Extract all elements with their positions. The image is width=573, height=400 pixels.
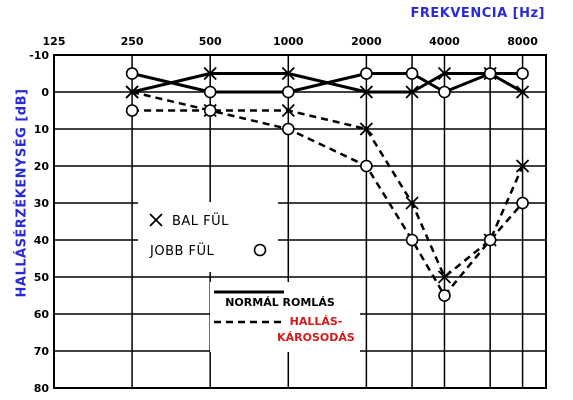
series-line xyxy=(131,72,523,94)
y-tick-label: 80 xyxy=(34,382,50,395)
x-tick-label: 1000 xyxy=(273,35,304,48)
legend-o-marker xyxy=(253,243,267,257)
o-marker xyxy=(516,67,529,80)
y-tick-label: 60 xyxy=(34,308,50,321)
x-marker xyxy=(515,85,530,99)
x-marker xyxy=(437,270,452,284)
x-marker xyxy=(515,159,530,173)
y-tick-label: 30 xyxy=(34,197,50,210)
o-marker xyxy=(405,233,419,247)
o-marker xyxy=(203,104,217,117)
legend-line-label: HALLÁS- xyxy=(290,315,343,328)
y-tick-label: 20 xyxy=(34,160,50,173)
x-marker xyxy=(359,122,374,136)
legend-marker-label: JOBB FÜL xyxy=(149,242,215,259)
series-line xyxy=(132,109,524,297)
x-marker xyxy=(405,85,419,99)
x-tick-label: 8000 xyxy=(507,35,538,48)
legend-line-label: KÁROSODÁS xyxy=(277,331,355,344)
o-marker xyxy=(281,85,295,99)
o-marker xyxy=(360,159,373,173)
o-marker xyxy=(405,67,419,80)
legend-lines-box xyxy=(210,282,360,352)
y-tick-label: -10 xyxy=(29,49,49,62)
legend-line-label: NORMÁL ROMLÁS xyxy=(225,296,335,309)
x-marker xyxy=(281,103,295,118)
y-tick-label: 40 xyxy=(34,234,50,247)
y-tick-label: 10 xyxy=(34,123,50,136)
x-marker xyxy=(437,66,452,81)
x-tick-label: 2000 xyxy=(351,35,382,48)
x-tick-label: 125 xyxy=(43,35,66,48)
y-tick-label: 0 xyxy=(41,86,49,99)
x-marker xyxy=(281,66,295,81)
x-tick-label: 250 xyxy=(121,35,144,48)
o-marker xyxy=(438,289,451,302)
o-marker xyxy=(203,85,217,99)
x-tick-label: 500 xyxy=(199,35,222,48)
legend-markers-box xyxy=(138,202,278,272)
x-marker xyxy=(405,196,419,210)
o-marker xyxy=(483,233,497,247)
o-marker xyxy=(125,67,139,80)
x-marker xyxy=(125,85,139,99)
o-marker xyxy=(360,67,373,80)
o-marker xyxy=(125,104,139,117)
x-tick-label: 4000 xyxy=(429,35,460,48)
o-marker xyxy=(438,85,451,99)
x-axis-title: FREKVENCIA [Hz] xyxy=(410,6,545,21)
series-line xyxy=(131,72,524,94)
y-tick-label: 50 xyxy=(34,271,50,284)
legend-x-marker xyxy=(149,213,163,227)
legend-marker-label: BAL FÜL xyxy=(172,212,229,229)
o-marker xyxy=(281,122,295,136)
series-line xyxy=(131,90,524,279)
o-marker xyxy=(483,67,497,80)
o-marker xyxy=(516,196,529,210)
y-tick-label: 70 xyxy=(34,345,50,358)
x-marker xyxy=(203,66,217,81)
x-marker xyxy=(359,85,374,99)
